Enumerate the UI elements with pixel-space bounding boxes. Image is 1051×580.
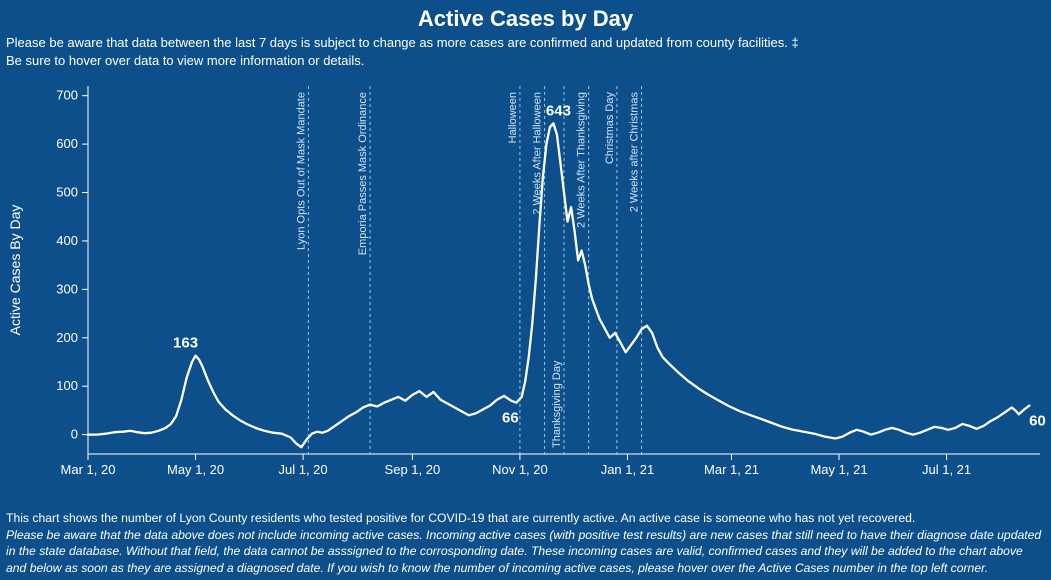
chart-svg[interactable]: Lyon Opts Out of Mask Mandate Emporia Pas… (0, 78, 1051, 478)
x-tick-label: Jan 1, 21 (601, 462, 655, 477)
event-label: 2 Weeks after Christmas (629, 92, 641, 213)
y-tick-label: 300 (56, 281, 78, 296)
event-label: Halloween (507, 92, 519, 143)
data-annotation: 60 (1029, 413, 1046, 430)
x-tick-label: Nov 1, 20 (492, 462, 548, 477)
event-label: Emporia Passes Mask Ordinance (357, 92, 369, 255)
x-tick-label: Sep 1, 20 (385, 462, 441, 477)
event-label: Christmas Day (604, 92, 616, 165)
x-tick-label: Mar 1, 21 (704, 462, 759, 477)
data-annotation: 66 (502, 410, 519, 427)
chart-subtitle: Please be aware that data between the la… (0, 32, 1051, 69)
x-tick-label: Mar 1, 20 (61, 462, 116, 477)
y-tick-label: 100 (56, 378, 78, 393)
footer-lead: This chart shows the number of Lyon Coun… (6, 511, 915, 525)
chart-title: Active Cases by Day (0, 0, 1051, 32)
x-tick-label: Jul 1, 20 (279, 462, 328, 477)
subtitle-line2: Be sure to hover over data to view more … (6, 53, 364, 68)
x-tick-label: May 1, 21 (810, 462, 867, 477)
chart-area[interactable]: Lyon Opts Out of Mask Mandate Emporia Pas… (0, 78, 1051, 478)
y-tick-label: 500 (56, 185, 78, 200)
y-tick-label: 600 (56, 136, 78, 151)
data-annotation: 163 (173, 335, 198, 352)
y-tick-label: 0 (71, 427, 78, 442)
y-tick-label: 200 (56, 330, 78, 345)
x-tick-label: May 1, 20 (167, 462, 224, 477)
data-annotation: 643 (546, 102, 571, 119)
event-label: Thanksgiving Day (551, 360, 563, 448)
subtitle-line1: Please be aware that data between the la… (6, 35, 799, 50)
footer-rest: Please be aware that the data above does… (6, 528, 1041, 575)
chart-footer: This chart shows the number of Lyon Coun… (6, 510, 1045, 576)
event-label: 2 Weeks After Thanksgiving (576, 92, 588, 228)
y-tick-label: 700 (56, 88, 78, 103)
x-tick-label: Jul 1, 21 (922, 462, 971, 477)
y-axis-label: Active Cases By Day (7, 205, 23, 336)
y-tick-label: 400 (56, 233, 78, 248)
event-label: Lyon Opts Out of Mask Mandate (295, 92, 307, 250)
